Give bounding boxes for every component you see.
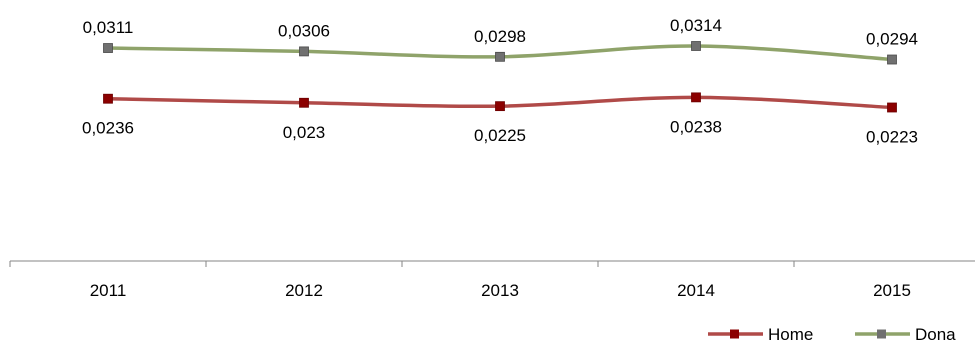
data-point-home xyxy=(691,92,701,103)
x-axis: 2011 2012 2013 2014 2015 xyxy=(9,260,975,300)
x-tick-label: 2014 xyxy=(677,281,715,300)
data-point-dona xyxy=(691,41,701,51)
data-point-home xyxy=(495,101,505,112)
legend: Home Dona xyxy=(708,325,956,344)
data-label-home: 0,0225 xyxy=(474,126,526,145)
series-layer xyxy=(103,41,897,113)
data-label-dona: 0,0311 xyxy=(83,18,134,37)
data-label-dona: 0,0306 xyxy=(278,21,330,40)
data-point-dona xyxy=(887,54,897,65)
x-tick-label: 2012 xyxy=(285,281,323,300)
data-label-home: 0,0223 xyxy=(866,128,918,147)
data-label-dona: 0,0314 xyxy=(670,16,722,35)
legend-marker-home xyxy=(730,329,739,339)
data-label-dona: 0,0298 xyxy=(474,27,526,46)
x-tick-label: 2011 xyxy=(90,281,127,300)
legend-item-dona: Dona xyxy=(855,325,956,344)
data-label-home: 0,0236 xyxy=(82,119,134,138)
data-point-dona xyxy=(495,51,505,62)
legend-item-home: Home xyxy=(708,325,813,344)
data-point-home xyxy=(887,102,897,113)
data-point-home xyxy=(299,97,309,108)
data-point-dona xyxy=(103,43,113,53)
x-tick-label: 2013 xyxy=(481,281,519,300)
legend-label-home: Home xyxy=(768,325,813,344)
data-labels: 0,0236 0,023 0,0225 0,0238 0,0223 0,0311 0,030… xyxy=(82,16,918,147)
data-point-home xyxy=(103,93,113,104)
data-label-home: 0,0238 xyxy=(670,117,722,136)
legend-marker-dona xyxy=(877,329,886,339)
data-point-dona xyxy=(299,46,309,57)
legend-label-dona: Dona xyxy=(915,325,956,344)
data-label-dona: 0,0294 xyxy=(866,30,918,49)
data-label-home: 0,023 xyxy=(283,123,326,142)
x-tick-label: 2015 xyxy=(873,281,911,300)
